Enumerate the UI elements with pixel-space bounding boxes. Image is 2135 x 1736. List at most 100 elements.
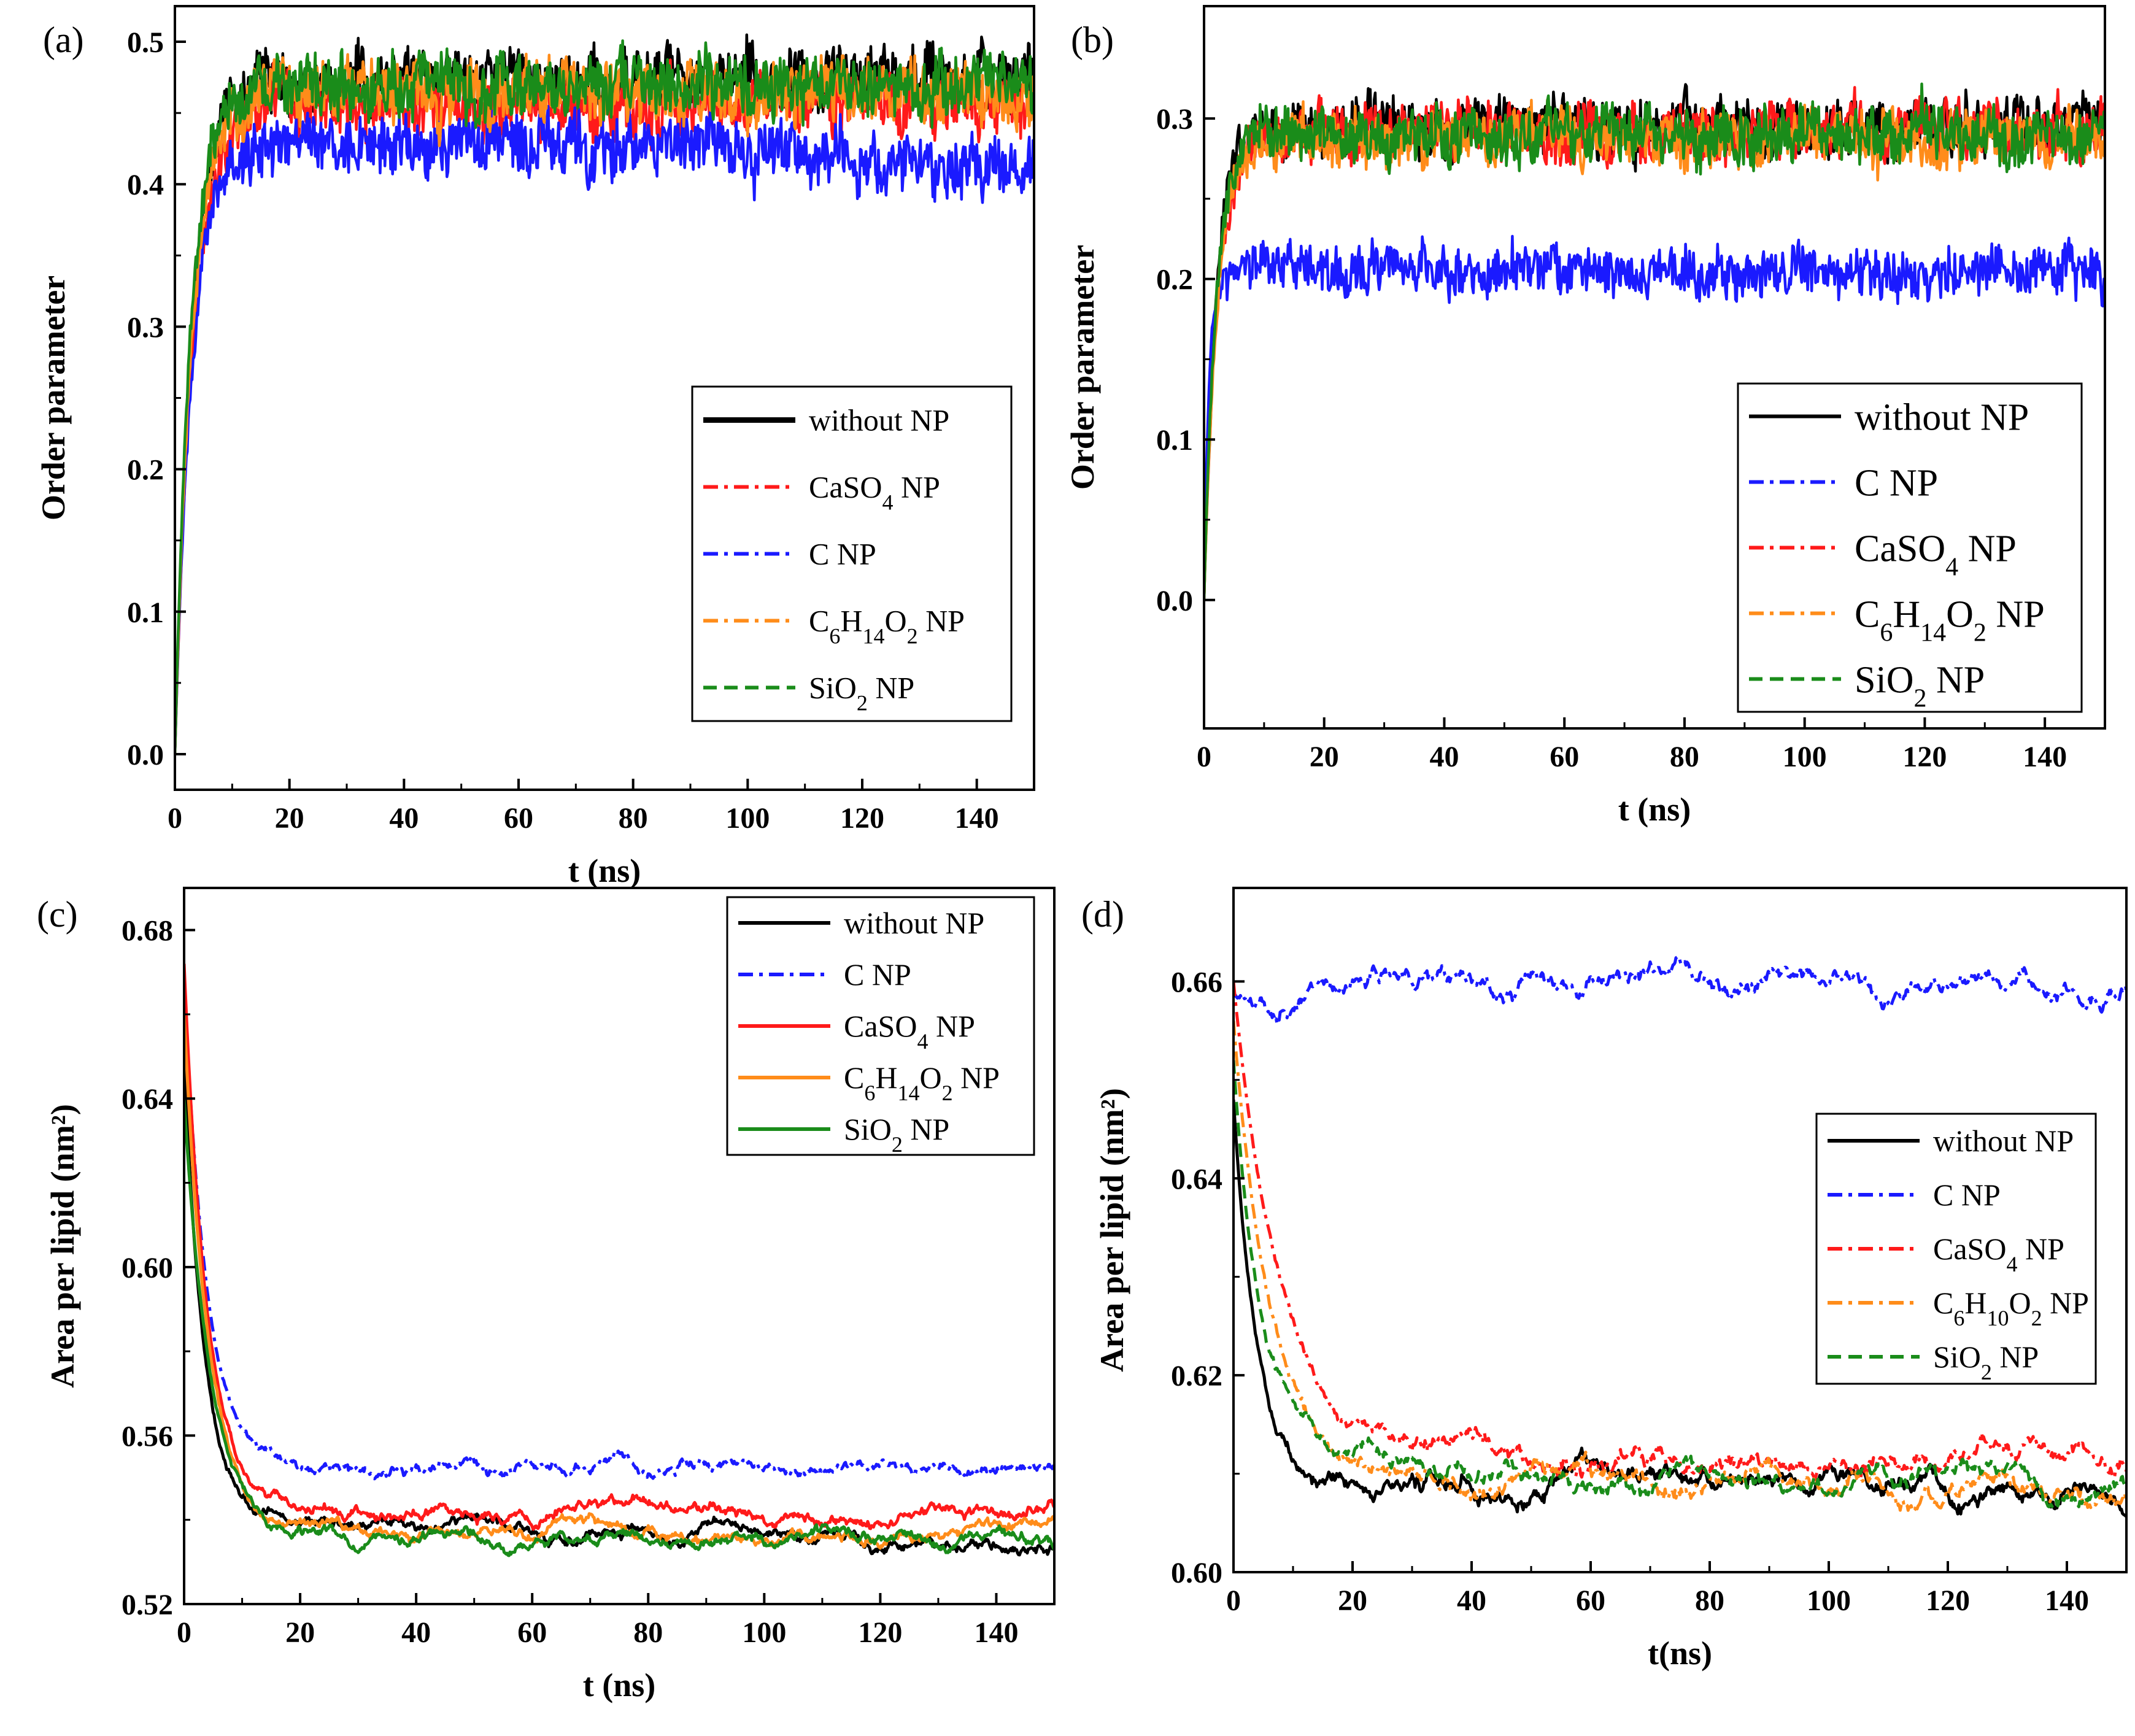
series-line-sio2-np — [184, 1098, 1054, 1557]
x-tick-label: 100 — [725, 802, 770, 835]
x-tick-label: 140 — [974, 1616, 1018, 1649]
series-line-c-np — [1204, 234, 2105, 600]
x-tick-label: 40 — [1429, 741, 1459, 773]
x-tick-label: 60 — [1550, 741, 1579, 773]
x-tick-label: 80 — [1670, 741, 1699, 773]
y-tick-label: 0.5 — [127, 26, 164, 59]
x-tick-label: 60 — [517, 1616, 547, 1649]
x-tick-label: 60 — [504, 802, 533, 835]
legend-entry-label: without NP — [1933, 1124, 2074, 1158]
legend-entry-label: C NP — [1933, 1178, 2001, 1212]
series-line-caso4-np — [184, 963, 1054, 1531]
panel-a: 0 20 40 60 80 100 120 140 0.0 0.1 0.2 0.3 0.4 0.5 t (n… — [35, 5, 1035, 889]
series-group — [1234, 954, 2126, 1518]
x-tick-label: 80 — [619, 802, 648, 835]
y-tick-label: 0.52 — [122, 1589, 173, 1621]
y-tick-label: 0.3 — [1156, 103, 1193, 136]
x-tick-label: 40 — [1457, 1584, 1486, 1617]
x-tick-label: 60 — [1576, 1584, 1605, 1617]
y-tick-label: 0.66 — [1171, 966, 1222, 998]
x-tick-label: 40 — [401, 1616, 431, 1649]
x-axis-title: t (ns) — [568, 852, 641, 889]
x-tick-label: 0 — [168, 802, 182, 835]
legend-entry-label: C NP — [809, 537, 876, 571]
plot-frame — [183, 887, 1056, 1605]
x-tick-label: 140 — [2045, 1584, 2089, 1617]
x-tick-label: 20 — [285, 1616, 315, 1649]
x-tick-label: 20 — [1338, 1584, 1367, 1617]
panel-b: 0 20 40 60 80 100 120 140 0.0 0.1 0.2 0.3 t (ns) Orde… — [1064, 5, 2106, 828]
y-tick-label: 0.62 — [1171, 1360, 1222, 1392]
y-tick-label: 0.64 — [122, 1083, 173, 1116]
legend-entry-label: C NP — [844, 957, 911, 992]
x-tick-label: 80 — [1695, 1584, 1724, 1617]
x-tick-label: 20 — [275, 802, 304, 835]
series-line-c-np — [184, 980, 1054, 1481]
x-tick-label: 20 — [1310, 741, 1339, 773]
x-tick-label: 0 — [1226, 1584, 1241, 1617]
series-line-without-np — [1234, 1099, 2126, 1518]
panel-label: (b) — [1071, 20, 1114, 60]
series-line-c6h10o2-np — [1234, 1020, 2126, 1512]
x-tick-label: 100 — [742, 1616, 786, 1649]
x-axis-title: t (ns) — [1618, 791, 1691, 828]
series-line-c-np — [175, 104, 1034, 755]
series-line-c-np — [1234, 954, 2126, 1026]
y-tick-label: 0.4 — [127, 169, 164, 201]
y-tick-label: 0.60 — [1171, 1557, 1222, 1589]
x-axis-title: t(ns) — [1648, 1635, 1712, 1672]
y-tick-label: 0.60 — [122, 1252, 173, 1284]
series-group — [184, 963, 1054, 1557]
y-tick-label: 0.56 — [122, 1420, 173, 1452]
x-tick-label: 140 — [2023, 741, 2067, 773]
x-tick-label: 0 — [177, 1616, 191, 1649]
panel-d: 0 20 40 60 80 100 120 140 0.60 0.62 0.64 0.66 t(ns) A… — [1081, 887, 2128, 1672]
series-line-sio2-np — [1234, 1060, 2126, 1508]
legend-box — [1737, 382, 2083, 713]
panel-label: (a) — [43, 20, 84, 60]
x-tick-label: 40 — [389, 802, 419, 835]
x-axis-title: t (ns) — [583, 1667, 656, 1703]
x-tick-label: 100 — [1783, 741, 1827, 773]
panel-label: (d) — [1081, 894, 1124, 935]
y-axis-title: Area per lipid (nm²) — [1094, 1088, 1130, 1372]
y-tick-label: 0.0 — [1156, 585, 1193, 617]
y-tick-label: 0.1 — [1156, 424, 1193, 457]
y-tick-label: 0.2 — [127, 454, 164, 487]
plot-frame — [1203, 5, 2106, 730]
y-tick-label: 0.1 — [127, 596, 164, 629]
series-line-caso4-np — [1234, 981, 2126, 1481]
series-line-sio2-np — [175, 39, 1034, 755]
legend-entry-label: without NP — [1855, 397, 2029, 439]
legend-entry-label: without NP — [809, 403, 949, 438]
legend-entry-label: C NP — [1855, 463, 1938, 504]
x-tick-label: 120 — [1926, 1584, 1970, 1617]
y-tick-label: 0.68 — [122, 915, 173, 947]
x-tick-label: 0 — [1197, 741, 1211, 773]
panel-label: (c) — [37, 894, 78, 935]
x-tick-label: 120 — [840, 802, 884, 835]
series-group — [175, 33, 1034, 755]
x-tick-label: 120 — [858, 1616, 902, 1649]
y-tick-label: 0.2 — [1156, 264, 1193, 296]
x-tick-label: 120 — [1902, 741, 1947, 773]
series-group — [1204, 82, 2105, 600]
series-line-sio2-np — [1204, 82, 2105, 600]
x-tick-label: 100 — [1807, 1584, 1851, 1617]
y-tick-label: 0.64 — [1171, 1163, 1222, 1195]
panels: 0 20 40 60 80 100 120 140 0.0 0.1 0.2 0.3 0.4 0.5 t (n… — [35, 5, 2128, 1703]
plot-frame — [1232, 887, 2128, 1573]
y-axis-title: Order parameter — [1064, 245, 1101, 490]
panel-c: 0 20 40 60 80 100 120 140 0.52 0.56 0.60 0.64 0.68 t … — [37, 887, 1056, 1703]
x-tick-label: 140 — [955, 802, 999, 835]
y-axis-title: Area per lipid (nm²) — [44, 1104, 81, 1388]
legend-entry-label: without NP — [844, 906, 984, 940]
y-tick-label: 0.3 — [127, 311, 164, 344]
y-tick-label: 0.0 — [127, 739, 164, 771]
